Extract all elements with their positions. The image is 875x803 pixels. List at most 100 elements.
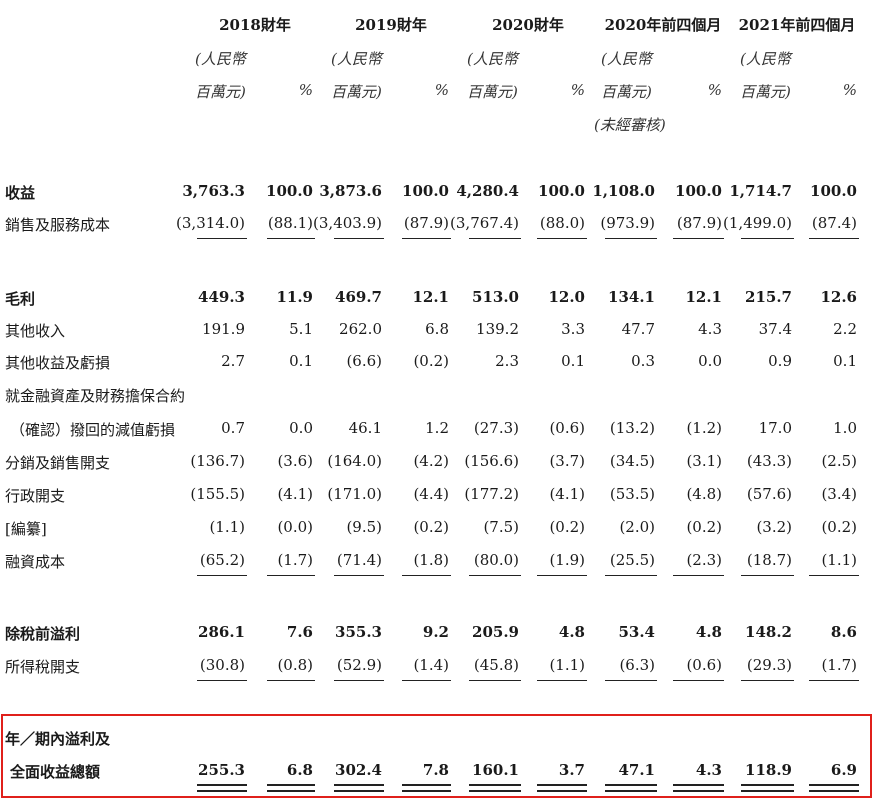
unit-label: (人民幣: [467, 50, 518, 68]
row-value: (0.2): [413, 352, 449, 370]
row-value: 0.0: [698, 352, 722, 370]
row-value: 4.3: [695, 761, 722, 779]
subtotal-underline: [469, 575, 521, 576]
total-double-underline: [605, 784, 657, 792]
row-value: 449.3: [198, 288, 245, 306]
percent-label: %: [434, 81, 449, 99]
row-value: 3,763.3: [182, 182, 245, 200]
total-double-underline: [469, 784, 521, 792]
unit-label: 百萬元): [331, 83, 382, 101]
row-value: 9.2: [422, 623, 449, 641]
row-value: (6.6): [346, 352, 382, 370]
subtotal-underline: [267, 575, 315, 576]
row-value: 2.2: [833, 320, 857, 338]
subtotal-underline: [197, 680, 247, 681]
row-value: 2.3: [495, 352, 519, 370]
row-value: (0.2): [549, 518, 585, 536]
row-value: (0.6): [686, 656, 722, 674]
row-label: 分銷及銷售開支: [5, 454, 111, 472]
unit-label: (人民幣: [195, 50, 246, 68]
percent-label: %: [842, 81, 857, 99]
column-header: 2020財年: [492, 16, 564, 34]
row-value: 0.3: [631, 352, 655, 370]
row-label: （確認）撥回的減值虧損: [10, 421, 176, 439]
row-value: (30.8): [199, 656, 245, 674]
row-label: 其他收入: [5, 322, 66, 340]
row-label: 行政開支: [5, 487, 66, 505]
row-value: (4.1): [277, 485, 313, 503]
subtotal-underline: [605, 238, 657, 239]
total-double-underline: [267, 784, 315, 792]
row-value: (0.8): [277, 656, 313, 674]
row-value: 6.8: [425, 320, 449, 338]
subtotal-underline: [673, 575, 724, 576]
row-value: 205.9: [472, 623, 519, 641]
row-value: (1.8): [413, 551, 449, 569]
subtotal-underline: [537, 575, 587, 576]
row-value: (52.9): [336, 656, 382, 674]
unit-label: 百萬元): [195, 83, 246, 101]
percent-label: %: [298, 81, 313, 99]
row-value: 302.4: [335, 761, 382, 779]
row-value: (88.1): [267, 214, 313, 232]
row-value: (171.0): [327, 485, 382, 503]
row-value: (1.2): [686, 419, 722, 437]
row-value: (0.2): [686, 518, 722, 536]
row-label: 年／期內溢利及: [5, 730, 111, 748]
subtotal-underline: [741, 680, 794, 681]
row-value: (177.2): [464, 485, 519, 503]
row-value: (4.4): [413, 485, 449, 503]
row-value: (3.7): [549, 452, 585, 470]
row-label: 就金融資產及財務擔保合約: [5, 387, 186, 405]
total-double-underline: [402, 784, 451, 792]
row-label: 毛利: [5, 290, 36, 308]
row-value: 0.9: [768, 352, 792, 370]
row-value: 7.6: [286, 623, 313, 641]
row-value: (57.6): [746, 485, 792, 503]
row-value: (1.1): [549, 656, 585, 674]
subtotal-underline: [673, 680, 724, 681]
row-value: 262.0: [339, 320, 382, 338]
row-value: (0.2): [821, 518, 857, 536]
subtotal-underline: [469, 238, 521, 239]
row-value: (4.1): [549, 485, 585, 503]
row-label: 除稅前溢利: [5, 625, 81, 643]
row-value: 134.1: [608, 288, 655, 306]
column-header: 2019財年: [355, 16, 427, 34]
row-value: 37.4: [758, 320, 792, 338]
row-value: 0.7: [221, 419, 245, 437]
row-label: 全面收益總額: [10, 763, 101, 781]
row-value: (1.7): [277, 551, 313, 569]
row-value: 12.6: [820, 288, 857, 306]
row-value: 5.1: [289, 320, 313, 338]
row-value: 118.9: [745, 761, 792, 779]
row-value: (2.5): [821, 452, 857, 470]
row-value: 7.8: [422, 761, 449, 779]
row-value: (80.0): [473, 551, 519, 569]
row-value: 6.8: [286, 761, 313, 779]
subtotal-underline: [809, 238, 859, 239]
total-double-underline: [741, 784, 794, 792]
row-value: 12.1: [685, 288, 722, 306]
unit-label: (人民幣: [740, 50, 791, 68]
row-value: (3.6): [277, 452, 313, 470]
row-value: 4.3: [698, 320, 722, 338]
row-value: 12.0: [548, 288, 585, 306]
subtotal-underline: [334, 238, 384, 239]
row-value: (2.3): [686, 551, 722, 569]
row-value: (1.4): [413, 656, 449, 674]
row-label: [編纂]: [5, 520, 47, 538]
row-value: (156.6): [464, 452, 519, 470]
unit-label: 百萬元): [601, 83, 652, 101]
subtotal-underline: [197, 238, 247, 239]
subtotal-underline: [605, 680, 657, 681]
subtotal-underline: [267, 238, 315, 239]
row-value: 46.1: [348, 419, 382, 437]
row-value: (136.7): [190, 452, 245, 470]
subtotal-underline: [605, 575, 657, 576]
subtotal-underline: [673, 238, 724, 239]
row-value: 0.1: [833, 352, 857, 370]
row-value: (71.4): [336, 551, 382, 569]
row-value: (1.7): [821, 656, 857, 674]
row-value: 17.0: [758, 419, 792, 437]
